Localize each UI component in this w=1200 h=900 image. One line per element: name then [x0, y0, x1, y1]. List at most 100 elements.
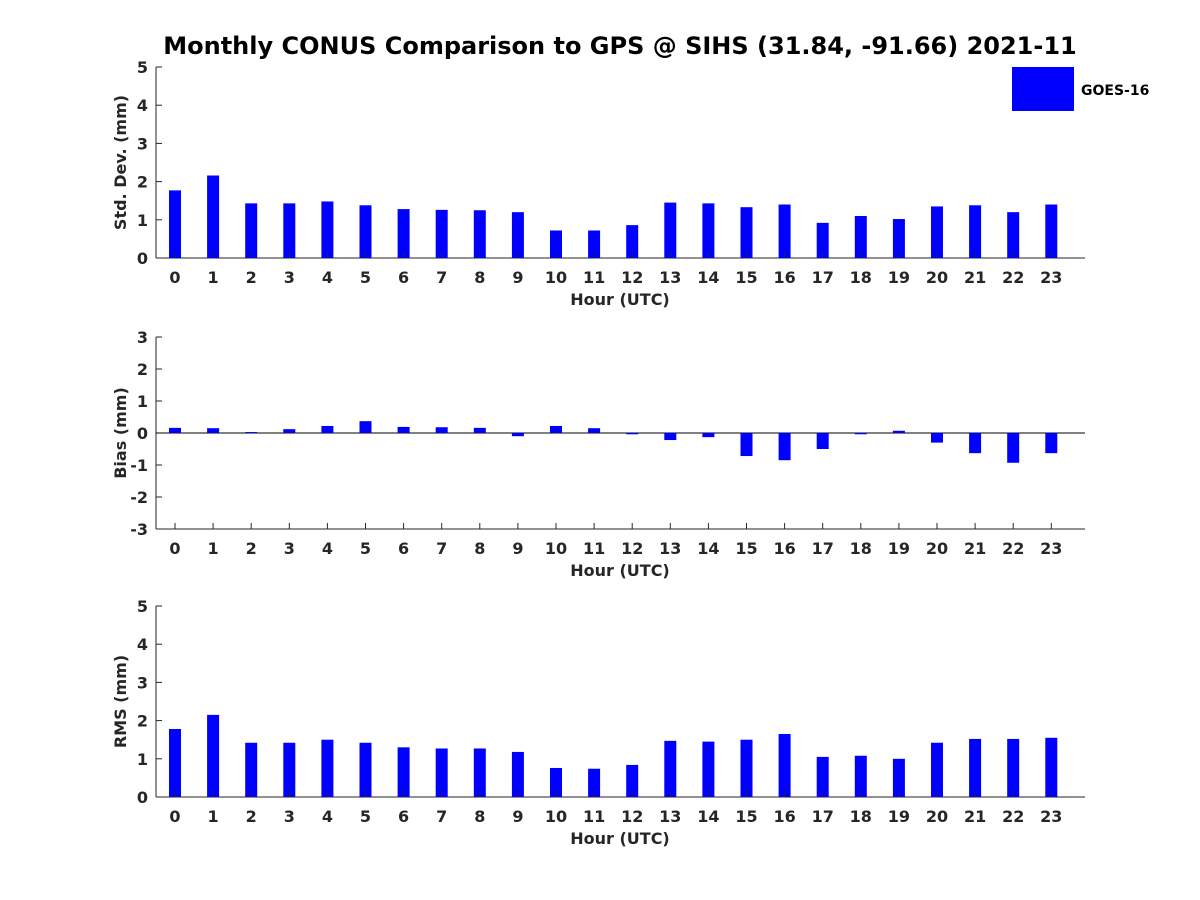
bar-hour-10	[550, 230, 562, 258]
x-tick-label: 6	[398, 539, 409, 558]
bar-hour-21	[969, 205, 982, 258]
x-tick-label: 2	[246, 268, 257, 287]
x-tick-label: 9	[512, 539, 523, 558]
bar-hour-12	[626, 225, 639, 258]
x-tick-label: 19	[888, 539, 910, 558]
bar-hour-20	[931, 206, 943, 258]
x-tick-label: 0	[169, 539, 180, 558]
legend-label: GOES-16	[1081, 83, 1149, 99]
bar-hour-21	[969, 433, 982, 454]
bar-hour-7	[435, 427, 448, 433]
bar-hour-23	[1045, 433, 1058, 454]
bar-hour-15	[740, 433, 753, 457]
y-tick-label: 5	[137, 58, 148, 77]
bar-hour-19	[892, 758, 905, 797]
x-tick-label: 2	[246, 807, 257, 826]
y-tick-label: 1	[137, 392, 148, 411]
x-tick-label: 4	[322, 268, 333, 287]
bar-hour-0	[169, 729, 181, 797]
bar-hour-22	[1007, 212, 1020, 258]
y-tick-label: 4	[137, 96, 148, 115]
bar-hour-16	[778, 433, 791, 461]
y-tick-label: 1	[137, 750, 148, 769]
bar-hour-19	[892, 219, 905, 258]
x-tick-label: 6	[398, 807, 409, 826]
x-axis-label: Hour (UTC)	[570, 561, 670, 580]
x-tick-label: 10	[545, 539, 567, 558]
bar-hour-1	[207, 428, 220, 433]
x-tick-label: 17	[812, 268, 834, 287]
x-tick-label: 5	[360, 268, 371, 287]
x-tick-label: 18	[850, 539, 872, 558]
y-tick-label: 4	[137, 635, 148, 654]
x-tick-label: 15	[735, 268, 757, 287]
x-tick-label: 13	[659, 539, 681, 558]
x-tick-label: 14	[697, 268, 719, 287]
bar-hour-7	[435, 209, 448, 258]
bar-hour-3	[283, 203, 296, 258]
x-tick-label: 18	[850, 807, 872, 826]
x-tick-label: 6	[398, 268, 409, 287]
y-tick-label: 2	[137, 712, 148, 731]
x-tick-label: 15	[735, 539, 757, 558]
bar-hour-9	[511, 433, 524, 437]
bar-hour-4	[321, 739, 334, 797]
x-tick-label: 13	[659, 807, 681, 826]
bar-hour-8	[473, 748, 486, 797]
x-tick-label: 12	[621, 539, 643, 558]
x-tick-label: 23	[1040, 539, 1062, 558]
bar-hour-12	[626, 433, 639, 435]
y-tick-label: 5	[137, 597, 148, 616]
x-tick-label: 12	[621, 268, 643, 287]
x-tick-label: 8	[474, 539, 485, 558]
bar-hour-17	[816, 433, 829, 449]
bar-hour-16	[778, 204, 791, 258]
x-tick-label: 20	[926, 268, 948, 287]
x-tick-label: 0	[169, 268, 180, 287]
x-tick-label: 16	[773, 268, 795, 287]
x-tick-label: 5	[360, 807, 371, 826]
bar-hour-6	[397, 747, 410, 797]
x-tick-label: 3	[284, 807, 295, 826]
bar-hour-13	[664, 740, 677, 797]
bar-hour-10	[550, 425, 562, 433]
bar-hour-11	[588, 768, 601, 797]
bar-hour-14	[702, 203, 715, 258]
bar-hour-9	[511, 751, 524, 797]
y-tick-label: 0	[137, 788, 148, 807]
x-tick-label: 20	[926, 807, 948, 826]
bar-hour-5	[359, 205, 372, 258]
x-tick-label: 21	[964, 807, 986, 826]
bar-hour-20	[931, 433, 943, 443]
bar-hour-0	[169, 190, 181, 258]
x-tick-label: 15	[735, 807, 757, 826]
bar-hour-18	[854, 755, 867, 797]
x-tick-label: 7	[436, 268, 447, 287]
bar-hour-16	[778, 733, 791, 797]
x-tick-label: 14	[697, 539, 719, 558]
y-tick-label: 2	[137, 173, 148, 192]
bar-hour-15	[740, 739, 753, 797]
x-axis-label: Hour (UTC)	[570, 829, 670, 848]
x-tick-label: 9	[512, 807, 523, 826]
x-tick-label: 22	[1002, 539, 1024, 558]
y-tick-label: 0	[137, 249, 148, 268]
x-tick-label: 0	[169, 807, 180, 826]
x-tick-label: 2	[246, 539, 257, 558]
x-tick-label: 9	[512, 268, 523, 287]
bar-hour-1	[207, 175, 220, 258]
x-tick-label: 19	[888, 268, 910, 287]
bar-hour-4	[321, 425, 334, 433]
bar-hour-10	[550, 767, 562, 797]
y-axis-label: Std. Dev. (mm)	[111, 95, 130, 230]
x-tick-label: 18	[850, 268, 872, 287]
bar-hour-17	[816, 222, 829, 258]
bar-hour-23	[1045, 737, 1058, 797]
bar-hour-6	[397, 209, 410, 258]
x-tick-label: 1	[208, 539, 219, 558]
x-tick-label: 3	[284, 539, 295, 558]
y-tick-label: 3	[137, 134, 148, 153]
x-tick-label: 13	[659, 268, 681, 287]
bar-hour-3	[283, 742, 296, 797]
